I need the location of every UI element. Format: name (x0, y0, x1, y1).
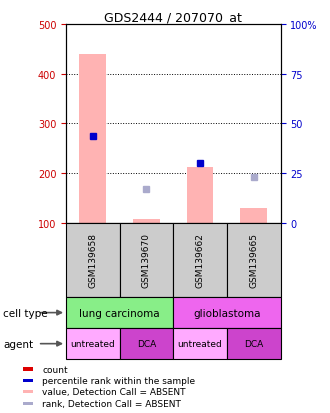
Text: agent: agent (3, 339, 33, 349)
Text: glioblastoma: glioblastoma (193, 308, 261, 318)
Text: DCA: DCA (244, 339, 263, 348)
Text: GSM139670: GSM139670 (142, 233, 151, 287)
Text: untreated: untreated (70, 339, 115, 348)
Bar (66, 328, 120, 359)
Bar (80, 55, 106, 223)
Bar (173, 297, 280, 328)
Bar (66, 297, 173, 328)
Bar (133, 219, 160, 223)
Text: rank, Detection Call = ABSENT: rank, Detection Call = ABSENT (42, 399, 181, 408)
Text: value, Detection Call = ABSENT: value, Detection Call = ABSENT (42, 387, 186, 396)
Text: DCA: DCA (137, 339, 156, 348)
Bar (22, 401, 33, 405)
Bar (187, 168, 214, 223)
Text: GSM139662: GSM139662 (196, 233, 205, 287)
Bar (120, 328, 173, 359)
Text: percentile rank within the sample: percentile rank within the sample (42, 376, 195, 385)
Text: lung carcinoma: lung carcinoma (79, 308, 160, 318)
Bar (240, 208, 267, 223)
Bar (227, 223, 280, 297)
Bar (22, 379, 33, 382)
Bar (66, 223, 120, 297)
Bar (22, 368, 33, 371)
Text: cell type: cell type (3, 308, 48, 318)
Bar (227, 328, 280, 359)
Text: GSM139665: GSM139665 (249, 233, 258, 287)
Bar (120, 223, 173, 297)
Bar (173, 328, 227, 359)
Bar (22, 390, 33, 394)
Text: GSM139658: GSM139658 (88, 233, 97, 287)
Bar (173, 223, 227, 297)
Text: count: count (42, 365, 68, 374)
Title: GDS2444 / 207070_at: GDS2444 / 207070_at (104, 11, 242, 24)
Text: untreated: untreated (178, 339, 222, 348)
